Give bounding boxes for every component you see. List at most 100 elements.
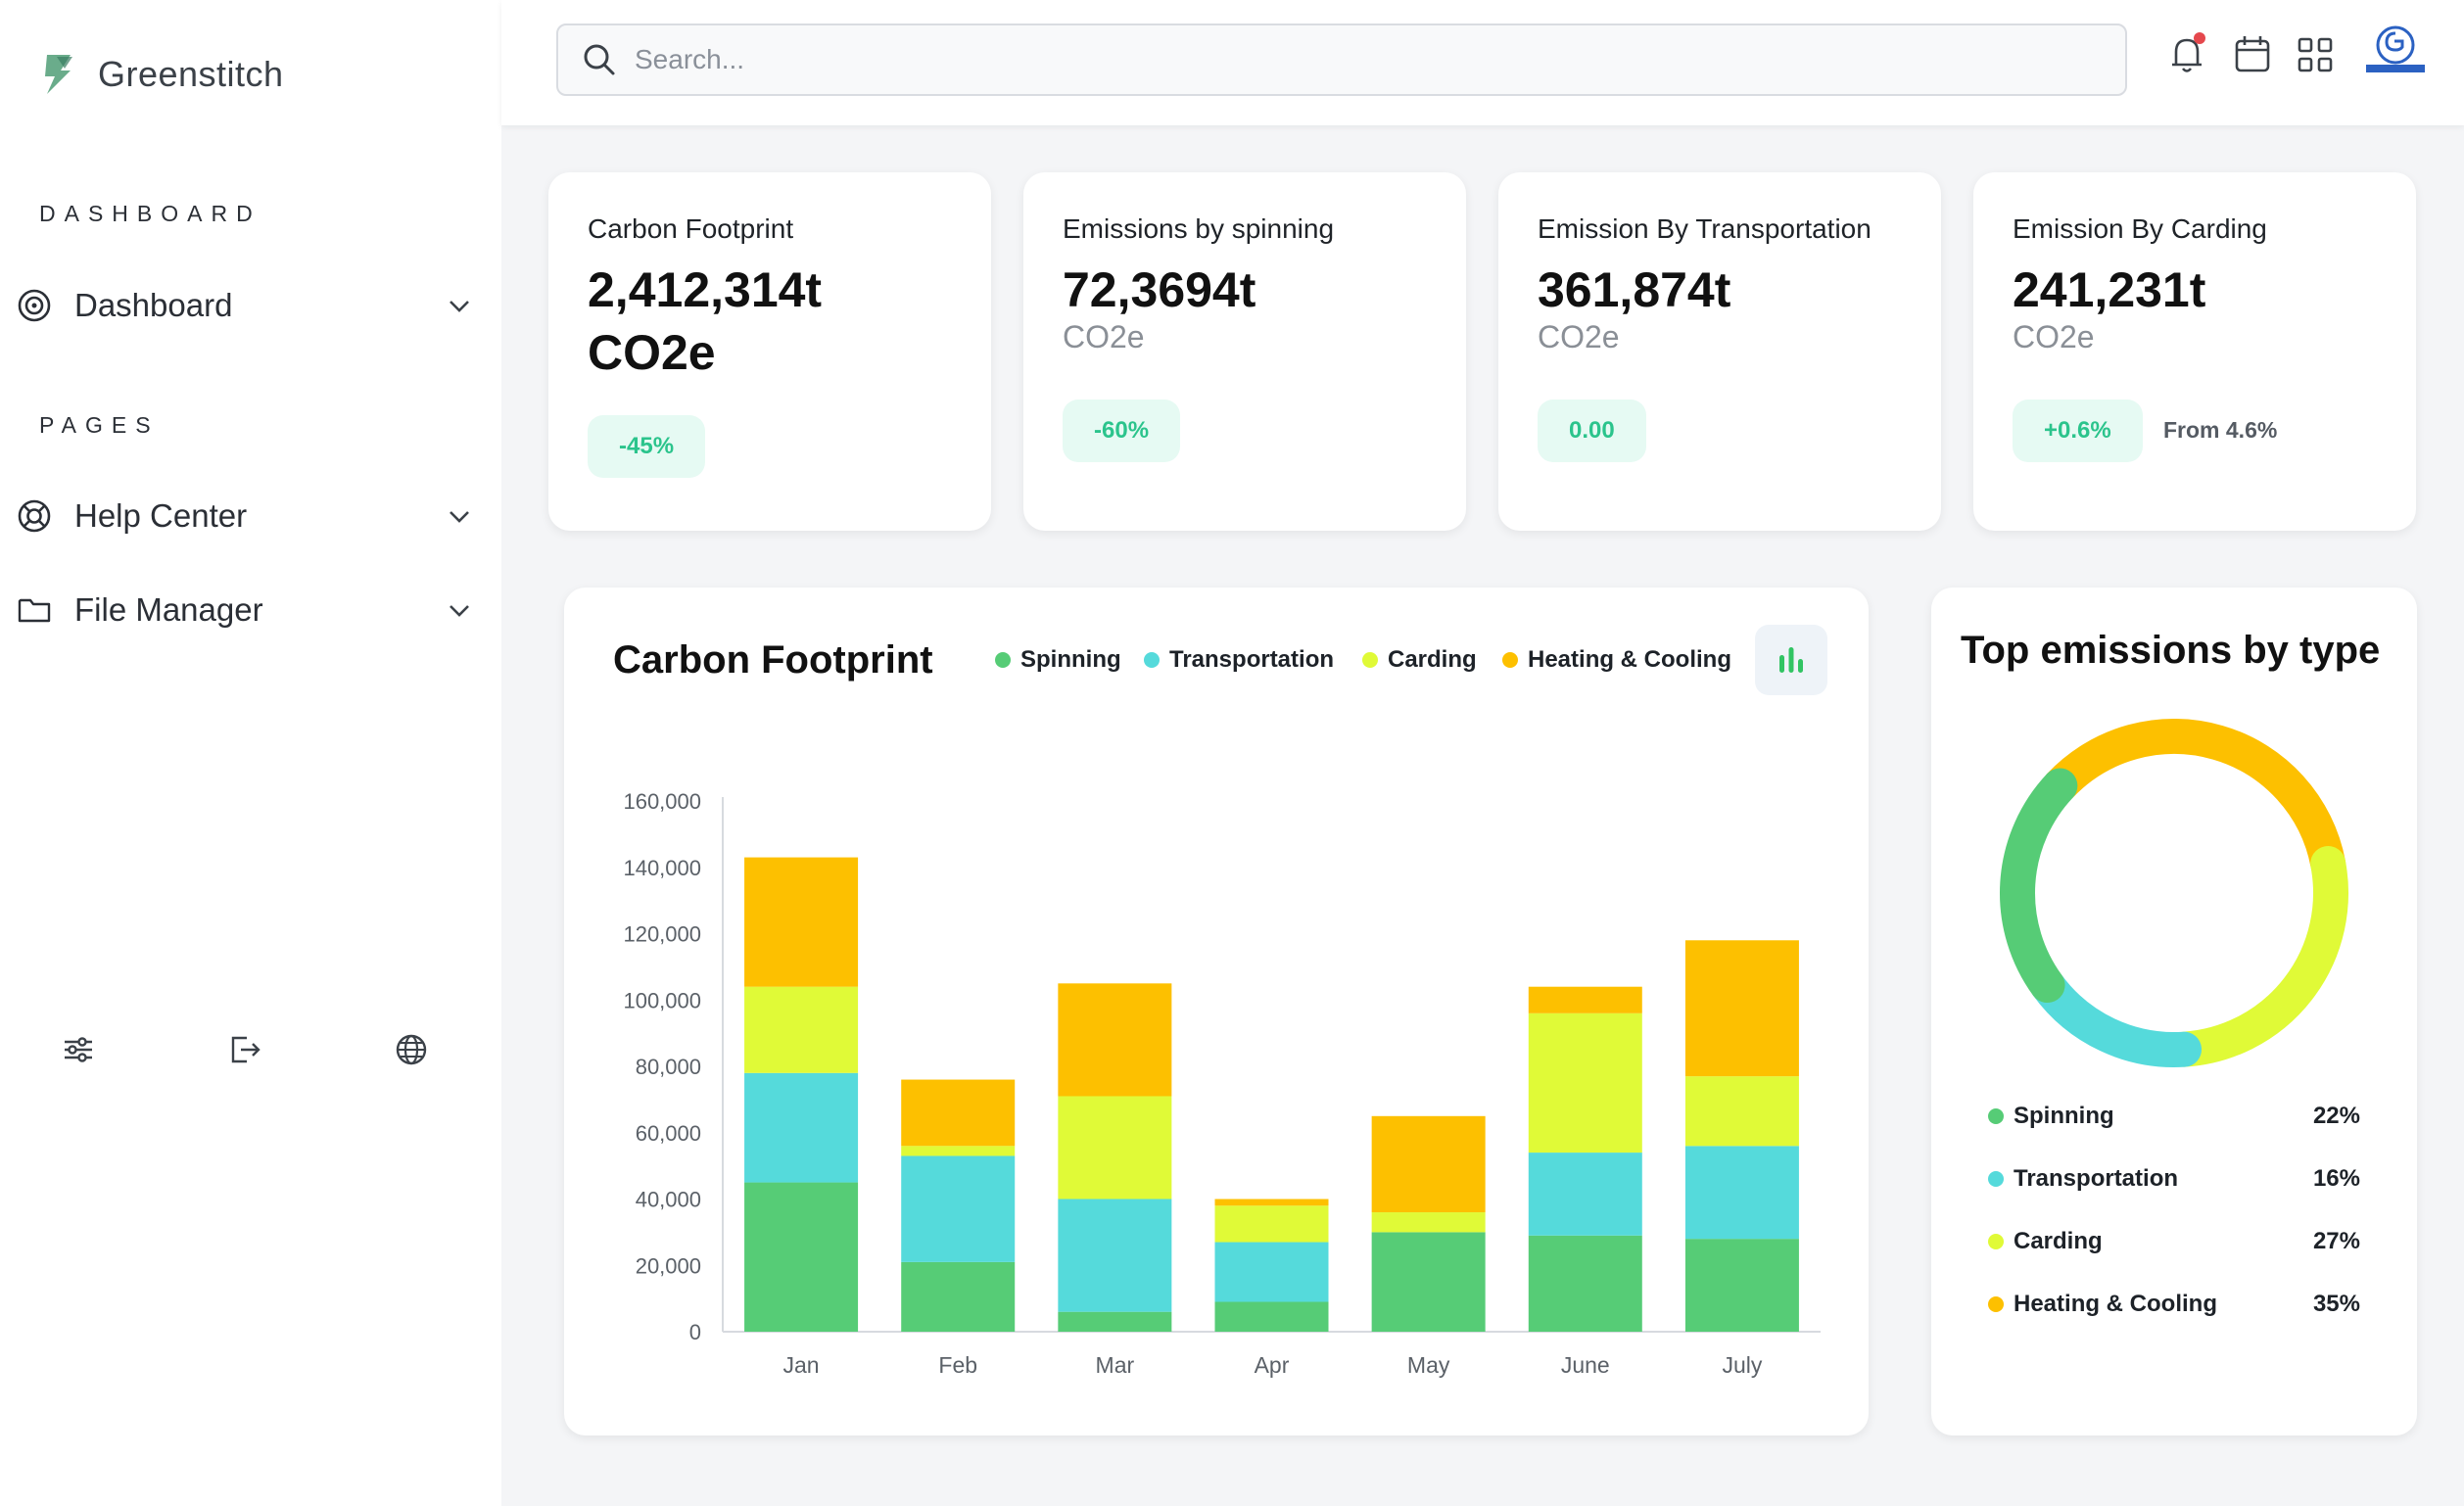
- donut-slice-transportation[interactable]: [2029, 967, 2203, 1067]
- bar-segment-transportation[interactable]: [901, 1155, 1016, 1262]
- chart-type-button[interactable]: [1755, 625, 1827, 695]
- logout-icon[interactable]: [225, 1030, 264, 1069]
- bar-segment-carding[interactable]: [1058, 1096, 1172, 1200]
- legend-heating-cooling[interactable]: Heating & Cooling: [1502, 646, 1731, 674]
- stat-value: 241,231t: [2013, 262, 2206, 317]
- y-tick-label: 100,000: [623, 988, 701, 1012]
- stat-card-carding: Emission By Carding 241,231t CO2e +0.6% …: [1973, 172, 2416, 531]
- legend-dot: [1362, 652, 1378, 668]
- legend-spinning[interactable]: Spinning: [995, 646, 1121, 674]
- bar-segment-heating-cooling[interactable]: [1371, 1115, 1486, 1213]
- search-input[interactable]: [635, 44, 2125, 75]
- top-emissions-card: Top emissions by type Spinning 22% Trans…: [1931, 588, 2417, 1435]
- donut-slice-carding[interactable]: [2166, 846, 2348, 1067]
- stat-value-unit: CO2e: [588, 325, 716, 380]
- avatar[interactable]: [2362, 24, 2429, 76]
- x-tick-label: Jan: [783, 1352, 820, 1378]
- x-tick-label: Feb: [938, 1352, 977, 1378]
- chevron-down-icon[interactable]: [445, 595, 474, 625]
- bar-segment-transportation[interactable]: [1684, 1146, 1799, 1240]
- bar-segment-carding[interactable]: [1214, 1205, 1329, 1243]
- stat-value: 72,3694t: [1063, 262, 1256, 317]
- bar-segment-heating-cooling[interactable]: [1684, 940, 1799, 1077]
- x-tick-label: June: [1561, 1352, 1610, 1378]
- bar-segment-transportation[interactable]: [744, 1072, 859, 1183]
- target-icon: [14, 285, 55, 326]
- legend-dot: [1144, 652, 1160, 668]
- sidebar-bottom-icons: [59, 1030, 431, 1069]
- bar-segment-spinning[interactable]: [1371, 1232, 1486, 1332]
- sliders-icon[interactable]: [59, 1030, 98, 1069]
- bar-segment-spinning[interactable]: [901, 1261, 1016, 1332]
- bar-segment-carding[interactable]: [1528, 1012, 1642, 1153]
- calendar-icon[interactable]: [2231, 31, 2274, 76]
- y-tick-label: 140,000: [623, 856, 701, 880]
- legend-percent: 22%: [2312, 1103, 2360, 1129]
- bar-segment-spinning[interactable]: [1684, 1239, 1799, 1332]
- bar-segment-spinning[interactable]: [1214, 1301, 1329, 1332]
- stat-title: Emission By Carding: [2013, 213, 2267, 244]
- bar-segment-heating-cooling[interactable]: [1528, 986, 1642, 1013]
- legend-label: Spinning: [2014, 1103, 2114, 1129]
- donut-legend-row: Carding 27%: [1988, 1228, 2360, 1255]
- legend-carding[interactable]: Carding: [1362, 646, 1477, 674]
- legend-dot: [1988, 1171, 2004, 1187]
- chevron-down-icon[interactable]: [445, 291, 474, 320]
- legend-dot: [1988, 1108, 2004, 1124]
- chevron-down-icon[interactable]: [445, 501, 474, 531]
- sidebar: Greenstitch DASHBOARD Dashboard PAGES He…: [0, 0, 501, 1506]
- bar-segment-carding[interactable]: [1371, 1212, 1486, 1233]
- legend-transportation[interactable]: Transportation: [1144, 646, 1334, 674]
- bar-segment-transportation[interactable]: [1528, 1153, 1642, 1236]
- stat-title: Emission By Transportation: [1538, 213, 1872, 244]
- stat-title: Emissions by spinning: [1063, 213, 1335, 244]
- y-tick-label: 40,000: [636, 1188, 701, 1212]
- stacked-bar-chart: 0 20,000 40,000 60,000 80,000 100,000 120,000 1…: [623, 789, 1821, 1378]
- change-note: From 4.6%: [2163, 417, 2278, 443]
- bell-icon[interactable]: [2166, 31, 2209, 76]
- bar-segment-spinning[interactable]: [1528, 1235, 1642, 1332]
- y-tick-label: 20,000: [636, 1253, 701, 1278]
- donut-legend-row: Spinning 22%: [1988, 1103, 2360, 1130]
- x-tick-label: July: [1722, 1352, 1762, 1378]
- legend-label: Transportation: [1169, 646, 1335, 673]
- bar-segment-carding[interactable]: [744, 986, 859, 1073]
- bar-segment-carding[interactable]: [1684, 1076, 1799, 1147]
- search-icon: [584, 44, 615, 75]
- search-bar[interactable]: [556, 24, 2127, 96]
- bar-segment-heating-cooling[interactable]: [1058, 983, 1172, 1097]
- change-badge: -45%: [588, 415, 706, 478]
- brand[interactable]: Greenstitch: [37, 51, 284, 98]
- bar-segment-transportation[interactable]: [1058, 1199, 1172, 1312]
- x-tick-label: May: [1407, 1352, 1450, 1378]
- notification-dot: [2194, 32, 2205, 44]
- stat-value-number: 2,412,314t: [588, 262, 823, 317]
- bar-segment-spinning[interactable]: [1058, 1311, 1172, 1332]
- donut-chart: [2000, 719, 2348, 1067]
- legend-dot: [995, 652, 1011, 668]
- donut-slice-heating-cooling[interactable]: [2042, 719, 2346, 882]
- stat-card-carbon-footprint: Carbon Footprint 2,412,314t CO2e -45%: [548, 172, 991, 531]
- bar-segment-heating-cooling[interactable]: [901, 1079, 1016, 1147]
- sidebar-item-file-manager[interactable]: File Manager: [14, 581, 474, 639]
- topbar: [501, 0, 2464, 125]
- globe-icon[interactable]: [392, 1030, 431, 1069]
- bar-segment-spinning[interactable]: [744, 1182, 859, 1332]
- grid-icon[interactable]: [2294, 31, 2337, 76]
- bar-segment-transportation[interactable]: [1214, 1242, 1329, 1302]
- bar-segment-heating-cooling[interactable]: [1214, 1199, 1329, 1206]
- bar-segment-heating-cooling[interactable]: [744, 857, 859, 987]
- carbon-footprint-chart-card: Carbon Footprint Spinning Transportation…: [564, 588, 1869, 1435]
- sidebar-item-dashboard[interactable]: Dashboard: [14, 276, 474, 335]
- stat-unit: CO2e: [2013, 319, 2095, 354]
- bar-segment-carding[interactable]: [901, 1146, 1016, 1156]
- change-badge: -60%: [1063, 400, 1181, 462]
- sidebar-item-help-center[interactable]: Help Center: [14, 487, 474, 545]
- donut-legend-row: Transportation 16%: [1988, 1165, 2360, 1193]
- stat-card-spinning: Emissions by spinning 72,3694t CO2e -60%: [1023, 172, 1466, 531]
- y-tick-label: 160,000: [623, 789, 701, 814]
- y-tick-label: 0: [689, 1320, 701, 1344]
- x-tick-label: Apr: [1255, 1352, 1290, 1378]
- donut-slice-spinning[interactable]: [2000, 768, 2078, 1004]
- folder-icon: [14, 589, 55, 631]
